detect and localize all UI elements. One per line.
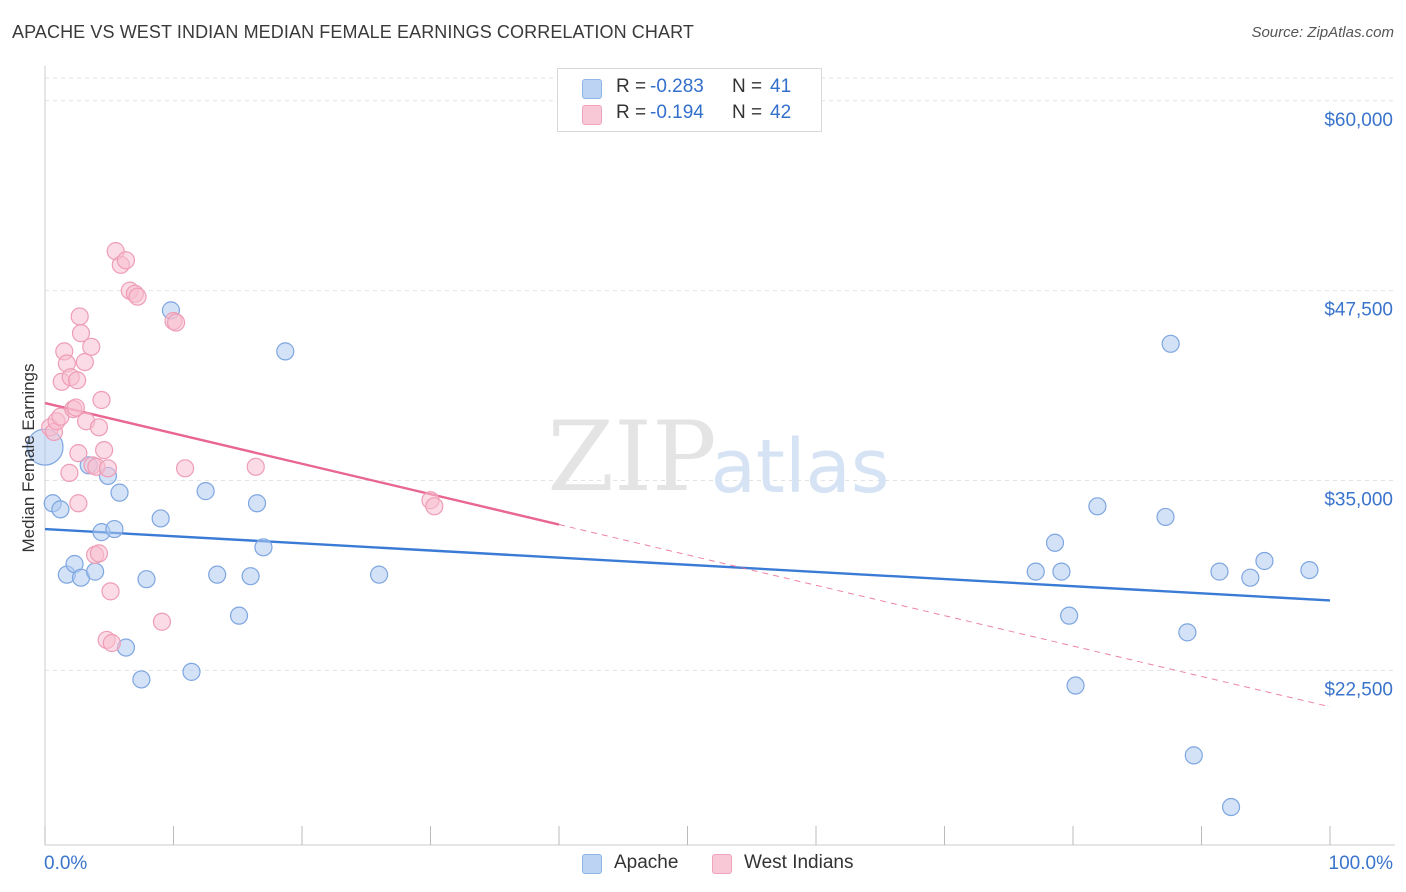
- apache-point: [196, 482, 215, 501]
- apache-point: [1210, 562, 1229, 581]
- legend-n-value: 42: [770, 102, 792, 123]
- west-indians-point: [68, 371, 87, 390]
- apache-point: [1255, 551, 1274, 571]
- apache-point: [1178, 623, 1197, 642]
- west-indians-point: [92, 390, 111, 410]
- west-indians-swatch: [712, 854, 732, 874]
- west-indians-point: [175, 459, 195, 478]
- apache-trend-line: [44, 527, 1331, 602]
- apache-point: [110, 483, 129, 502]
- apache-point: [247, 494, 267, 513]
- watermark: ZIP atlas: [547, 401, 889, 513]
- west-indians-point: [116, 251, 136, 270]
- apache-point: [182, 662, 201, 681]
- apache-swatch: [582, 79, 602, 99]
- west-indians-point: [60, 463, 79, 482]
- west-indians-point: [425, 497, 444, 516]
- west-indians-point: [246, 457, 265, 476]
- apache-point: [1066, 676, 1085, 695]
- watermark-atlas: atlas: [711, 424, 890, 510]
- apache-point: [1060, 606, 1079, 625]
- apache-point: [137, 570, 156, 589]
- apache-point: [151, 509, 170, 528]
- legend-n-value: 41: [770, 76, 792, 97]
- x-tick-labels: 0.0% 100.0%: [44, 853, 1393, 874]
- y-tick-label: $47,500: [1324, 300, 1393, 321]
- legend-r-value: -0.194: [650, 102, 704, 123]
- west-indians-point: [128, 287, 147, 306]
- west-indians-point: [89, 544, 109, 563]
- apache-point: [1045, 533, 1065, 552]
- west-indians-trend-extension: [558, 524, 1331, 708]
- apache-point: [241, 567, 260, 586]
- apache-point: [1156, 507, 1175, 527]
- west-indians-point: [152, 612, 172, 631]
- bottom-legend-label: Apache: [614, 852, 679, 873]
- source-label: Source: ZipAtlas.com: [1251, 24, 1394, 41]
- y-tick-label: $60,000: [1324, 110, 1393, 131]
- west-indians-point: [89, 418, 109, 437]
- legend-n-label: N =: [732, 102, 763, 123]
- west-indians-point: [71, 324, 91, 343]
- west-indians-point: [166, 313, 186, 332]
- chart-title: APACHE VS WEST INDIAN MEDIAN FEMALE EARN…: [12, 22, 694, 42]
- west-indians-point: [101, 582, 120, 601]
- legend-n-label: N =: [732, 76, 763, 97]
- stats-legend: R = -0.283 N = 41 R = -0.194 N = 42: [557, 68, 822, 132]
- legend-r-value: -0.283: [650, 76, 704, 97]
- west-indians-point: [95, 441, 114, 460]
- y-tick-label: $22,500: [1324, 679, 1393, 700]
- y-tick-label: $35,000: [1324, 489, 1393, 510]
- apache-point: [1241, 568, 1260, 587]
- apache-point: [370, 565, 389, 584]
- west-indians-point: [98, 459, 118, 478]
- apache-point: [229, 606, 249, 625]
- watermark-zip: ZIP: [547, 401, 716, 513]
- apache-point: [51, 500, 70, 519]
- axes: [44, 66, 1395, 846]
- x-tick-label-end: 100.0%: [1329, 853, 1394, 874]
- apache-point: [208, 565, 227, 584]
- west-indians-swatch: [582, 105, 602, 125]
- legend-r-label: R =: [616, 102, 647, 123]
- apache-point: [1300, 560, 1319, 580]
- apache-point: [1184, 746, 1203, 765]
- west-indians-point: [66, 398, 85, 417]
- west-indians-trend-line: [44, 401, 560, 526]
- west-indians-point: [82, 337, 101, 356]
- apache-point: [105, 519, 124, 539]
- apache-point: [132, 670, 151, 689]
- apache-point: [1088, 497, 1107, 516]
- x-tick-label-start: 0.0%: [44, 853, 87, 874]
- legend-r-label: R =: [616, 76, 647, 97]
- west-indians-point: [69, 444, 88, 463]
- y-tick-labels: $22,500 $35,000 $47,500 $60,000: [1324, 110, 1393, 701]
- west-indians-point: [69, 494, 88, 513]
- apache-point: [1052, 562, 1071, 581]
- apache-point: [1221, 797, 1241, 817]
- west-indians-point: [102, 633, 121, 653]
- apache-point: [86, 562, 105, 581]
- west-indians-point: [70, 307, 89, 326]
- apache-point: [254, 538, 273, 557]
- apache-swatch: [582, 854, 602, 874]
- bottom-legend-label: West Indians: [744, 852, 854, 873]
- y-axis-label: Median Female Earnings: [19, 364, 38, 553]
- apache-point: [1026, 562, 1045, 581]
- apache-point: [276, 342, 295, 361]
- apache-point: [1161, 334, 1180, 353]
- west-indians-point: [75, 352, 94, 372]
- data-points: [26, 242, 1319, 817]
